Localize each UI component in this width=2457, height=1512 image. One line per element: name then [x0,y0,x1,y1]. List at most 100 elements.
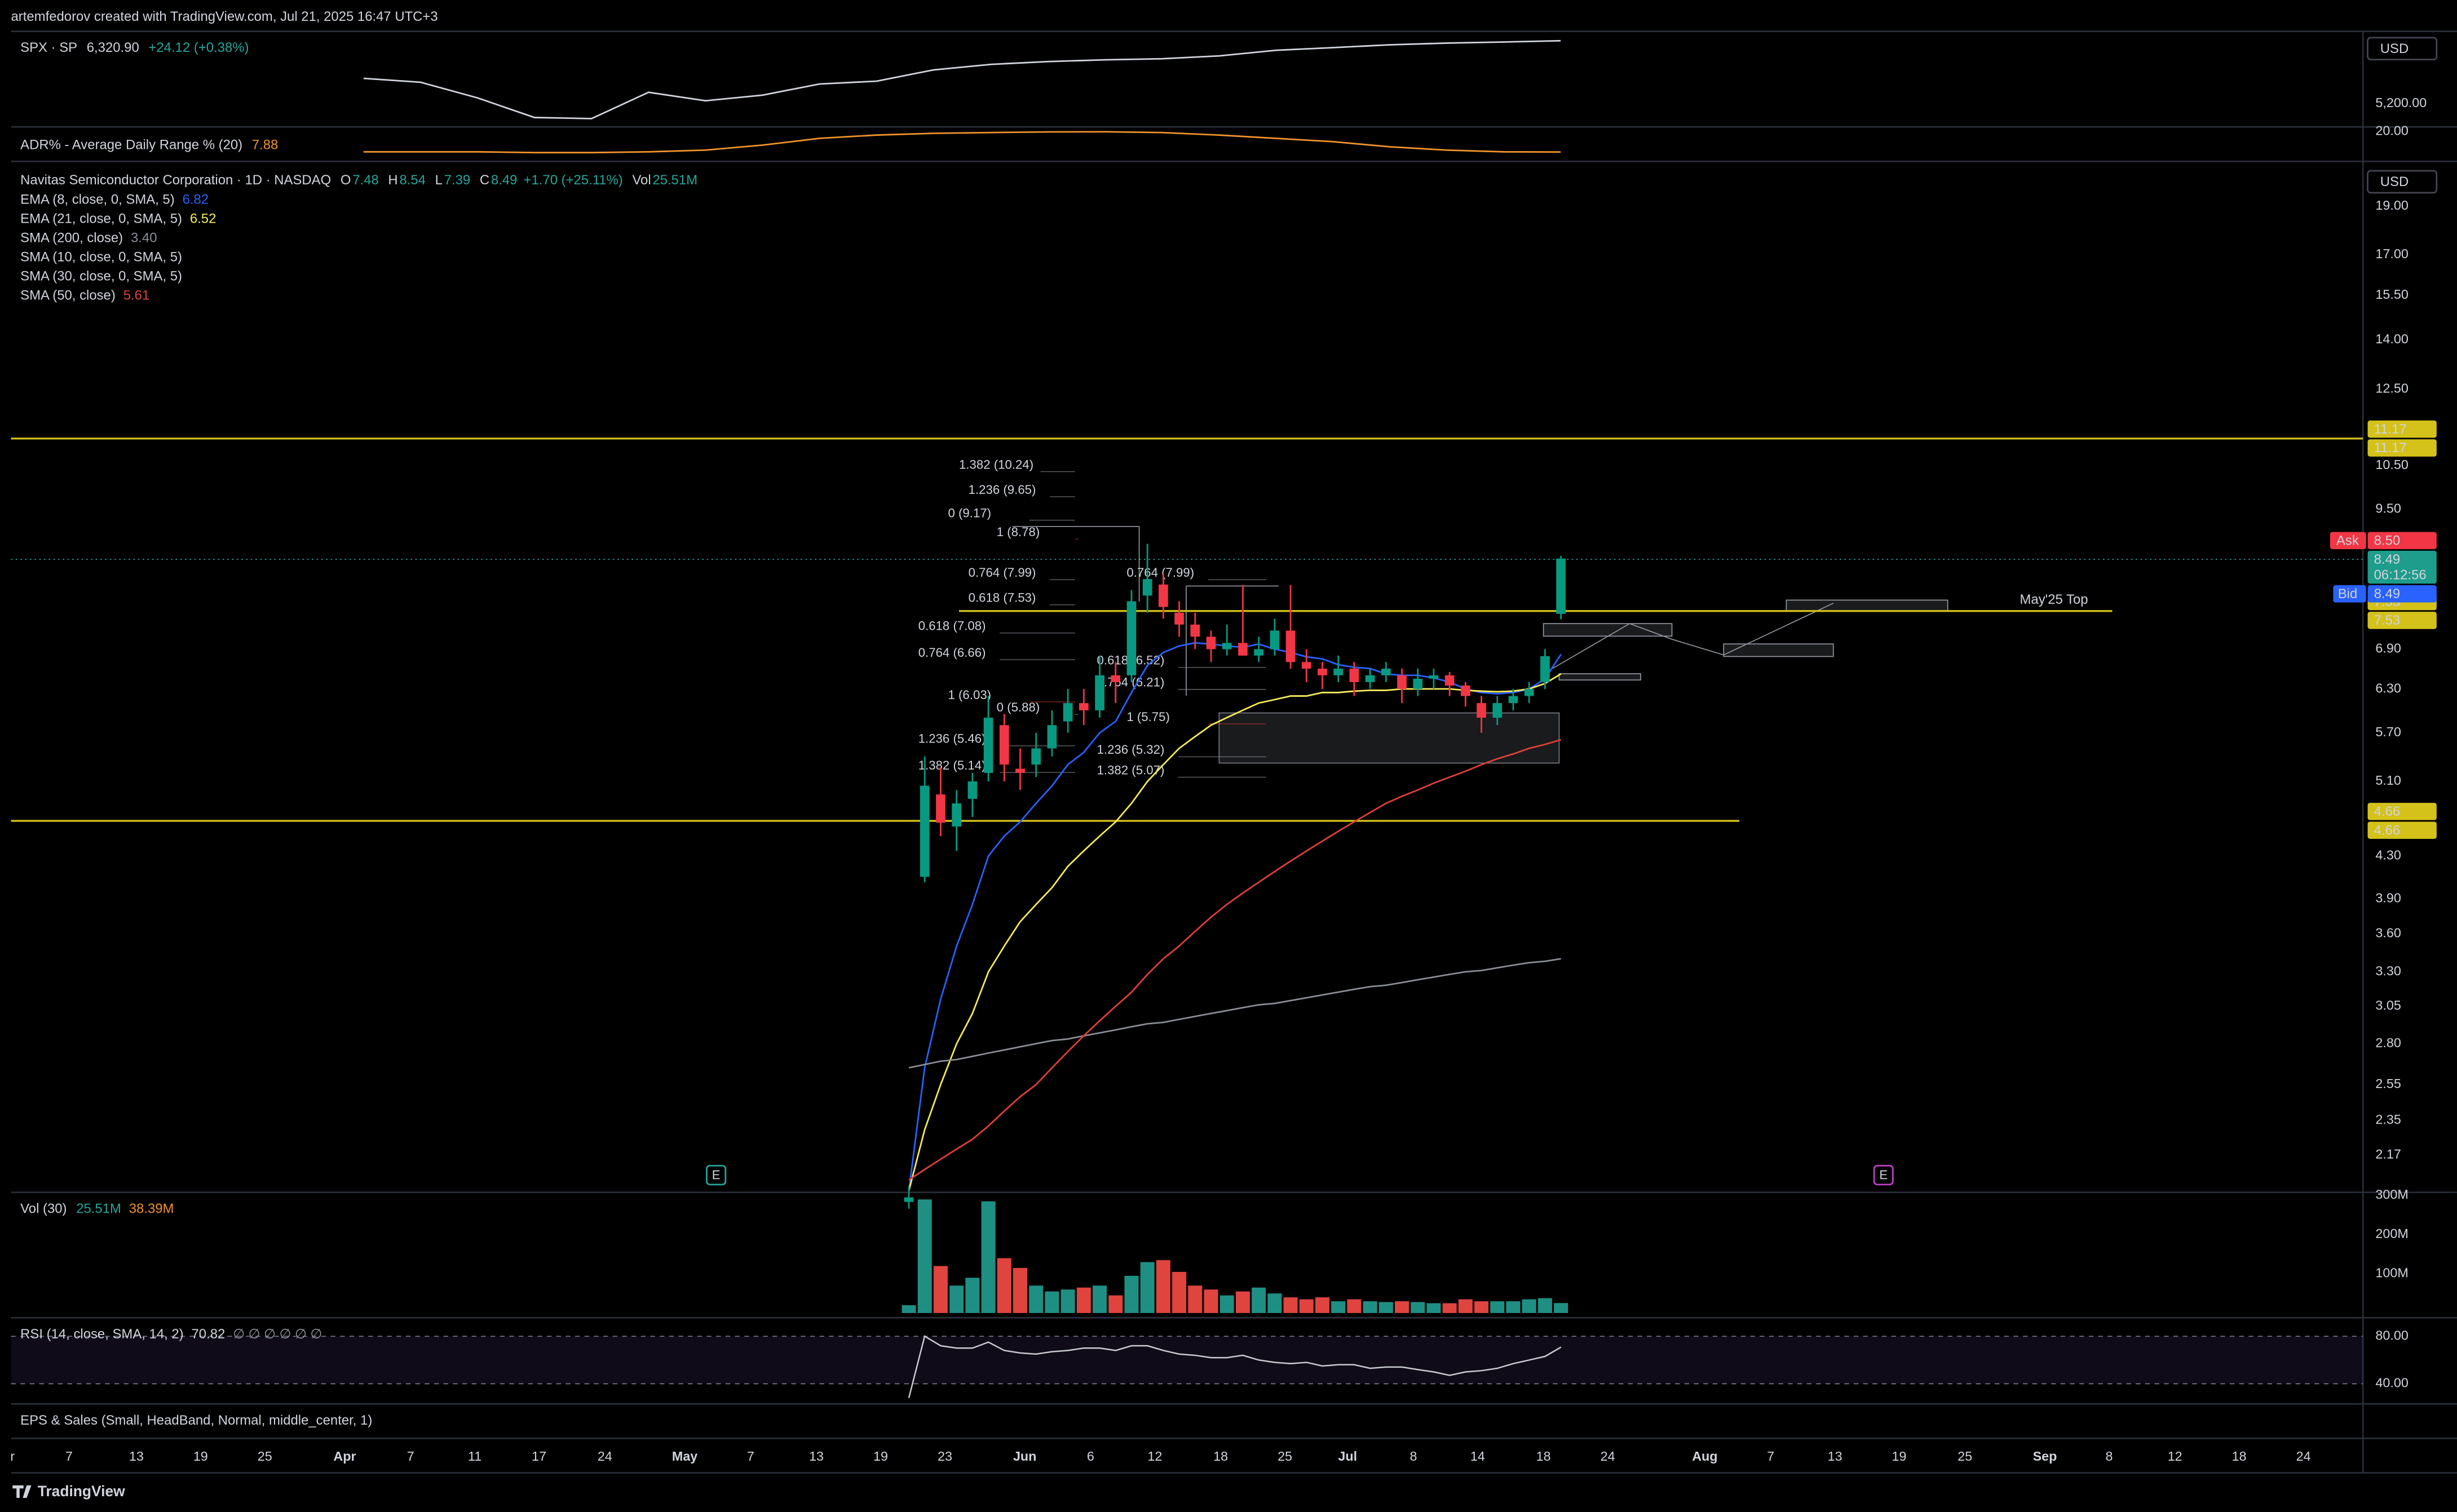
candle-body [1301,662,1311,669]
candle-body [1190,624,1200,637]
bid-key-bg [2333,585,2366,603]
level-badge: 11.17 [2374,440,2407,456]
bid-price-bg [2367,585,2437,603]
volume-bar [1283,1297,1298,1314]
fib-label: 0.764 (6.21) [1097,675,1165,689]
fib-label: 0.618 (7.53) [969,591,1036,605]
x-tick-label: 13 [129,1449,144,1464]
fib-label: 0.764 (6.66) [918,646,986,660]
volume-bar [917,1199,932,1314]
legend-item: 6.82 [183,192,209,207]
candle-body [1556,558,1566,614]
volume-bar [949,1285,964,1314]
volume-bar [1537,1298,1552,1314]
y-tick-label: 80.00 [2375,1328,2408,1342]
legend-item: O [341,173,351,188]
x-tick-label: 14 [1470,1449,1485,1464]
candle-body [904,1197,914,1202]
moving-average [908,673,1562,1191]
candle-body [1365,675,1375,682]
fib-label: 0.764 (7.99) [969,565,1036,580]
legend-item: 25.51M [652,173,697,188]
y-tick-label: 3.30 [2375,963,2401,978]
volume-bar [933,1266,948,1314]
candle-body [1508,696,1518,704]
volume-bar [997,1258,1011,1314]
volume-bar [1474,1301,1489,1314]
ask-price-bg [2367,532,2437,550]
x-tick-label: 24 [2296,1449,2311,1464]
legend: EMA (21, close, 0, SMA, 5) 6.52 [20,211,216,227]
y-tick-label: 17.00 [2375,246,2408,261]
x-tick-label: 18 [2232,1449,2247,1464]
legend-item: H [388,173,397,188]
legend-item: 6.52 [190,211,216,227]
x-tick-label: r [10,1449,15,1464]
volume-bar [1235,1291,1250,1314]
spx-line [363,39,1561,120]
candle-body [1429,675,1439,679]
bid-key: Bid [2338,586,2358,602]
candle-body [1397,675,1407,689]
candle-body [1318,669,1327,675]
candle-body [1222,643,1232,649]
legend-item: SMA (50, close) [20,288,116,303]
x-tick-label: 24 [1601,1449,1615,1464]
adr-line [363,131,1561,154]
legend-item: ADR% - Average Daily Range % (20) [20,138,242,153]
legend-item: 3.40 [131,231,157,246]
fib-label: 1.382 (5.14) [918,758,986,772]
x-tick-label: 13 [1828,1449,1842,1464]
candle-body [1206,636,1216,649]
legend-item: Navitas Semiconductor Corporation · 1D ·… [20,173,331,188]
projection-path [1543,603,1834,674]
rsi-band [11,1336,2363,1384]
legend-item: +24.12 (+0.38%) [148,40,249,55]
y-tick-label: 14.00 [2375,331,2408,346]
volume-bar [1522,1299,1536,1314]
fib-label: 1.236 (9.65) [969,483,1036,497]
legend: SMA (10, close, 0, SMA, 5) [20,250,182,265]
y-tick-label: 200M [2375,1226,2408,1241]
x-tick-label: Sep [2033,1449,2057,1464]
x-tick-label: 18 [1213,1449,1228,1464]
volume-bar [1378,1302,1393,1314]
y-tick-label: 5.70 [2375,724,2401,739]
x-tick-label: 7 [1767,1449,1774,1464]
fib-label: 1.382 (10.24) [959,457,1033,471]
x-tick-label: 18 [1536,1449,1551,1464]
volume-bar [1554,1303,1568,1314]
y-tick-label: 100M [2375,1266,2408,1280]
volume-bar [1045,1291,1059,1314]
x-tick-label: Jul [1338,1449,1357,1464]
candle-body [1540,656,1550,682]
candle-body [1333,669,1344,675]
x-tick-label: Aug [1692,1449,1717,1464]
y-tick-label: 10.50 [2375,457,2408,472]
legend-item: 38.39M [129,1201,174,1217]
volume-bar [1204,1289,1218,1314]
zone-box [1723,643,1834,657]
candle-body [1285,630,1296,662]
x-tick-label: 12 [1147,1449,1162,1464]
volume-bar [1411,1302,1425,1314]
candle-body [1079,703,1089,710]
legend-item: 7.39 [444,173,471,188]
x-tick-label: 23 [938,1449,952,1464]
volume-bar [1252,1287,1266,1314]
y-tick-label: 2.35 [2375,1112,2401,1126]
header-text: artemfedorov created with TradingView.co… [11,9,438,24]
eps-legend: EPS & Sales (Small, HeadBand, Normal, mi… [20,1413,372,1428]
x-tick-label: 25 [1957,1449,1972,1464]
candle-body [1238,643,1248,656]
legend: SMA (50, close) 5.61 [20,288,149,303]
x-tick-label: Apr [333,1449,356,1464]
brand: TradingView [12,1483,125,1500]
volume-bar [1315,1297,1329,1314]
y-tick-label: 12.50 [2375,381,2408,396]
brand-logo [12,1485,32,1498]
level-badge: 7.53 [2374,613,2401,628]
candle-body [1031,748,1041,765]
